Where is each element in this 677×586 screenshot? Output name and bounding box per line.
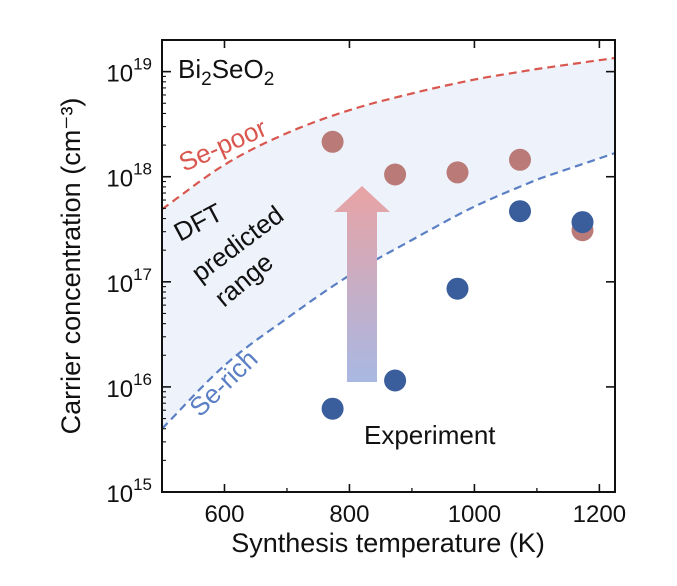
y-tick-label: 1016 xyxy=(106,370,152,403)
y-tick-label: 1015 xyxy=(106,475,152,508)
y-tick-exponent: 17 xyxy=(133,265,152,284)
y-tick-label: 1018 xyxy=(106,160,152,193)
title-mid: SeO xyxy=(212,54,264,84)
plot-area xyxy=(162,56,615,430)
chart-title: Bi2SeO2 xyxy=(178,54,274,90)
y-tick-exponent: 15 xyxy=(133,475,152,494)
increase-arrow xyxy=(334,186,390,382)
x-tick-label: 600 xyxy=(204,501,244,528)
blue-data-point xyxy=(571,211,594,234)
red-data-point xyxy=(321,130,344,153)
y-tick-exponent: 19 xyxy=(133,55,152,74)
y-tick-exponent: 16 xyxy=(133,370,152,389)
se-rich-curve xyxy=(162,151,615,430)
y-tick-label: 1019 xyxy=(106,55,152,88)
x-tick-label: 1000 xyxy=(448,501,501,528)
y-tick-mantissa: 10 xyxy=(106,376,133,403)
blue-data-point xyxy=(384,369,407,392)
title-sub-1: 2 xyxy=(201,69,212,90)
y-tick-label: 1017 xyxy=(106,265,152,298)
x-tick-label: 800 xyxy=(329,501,369,528)
y-axis-title: Carrier concentration (cm⁻³) xyxy=(56,98,86,435)
red-data-point xyxy=(384,163,407,186)
plot-frame xyxy=(161,39,616,493)
blue-data-point xyxy=(321,397,344,420)
red-data-point xyxy=(446,161,469,184)
title-sub-2: 2 xyxy=(264,69,275,90)
y-tick-mantissa: 10 xyxy=(106,481,133,508)
y-tick-mantissa: 10 xyxy=(106,271,133,298)
dft-predicted-band xyxy=(162,57,615,429)
axis-ticks xyxy=(161,39,615,493)
y-tick-exponent: 18 xyxy=(133,160,152,179)
data-points xyxy=(321,130,594,420)
title-main: Bi xyxy=(178,54,201,84)
x-tick-label: 1200 xyxy=(573,501,626,528)
blue-data-point xyxy=(509,200,531,223)
y-tick-mantissa: 10 xyxy=(106,61,133,88)
y-tick-mantissa: 10 xyxy=(106,166,133,193)
blue-data-point xyxy=(446,277,469,300)
x-axis-title: Synthesis temperature (K) xyxy=(231,528,545,558)
red-data-point xyxy=(509,148,531,171)
se-poor-curve xyxy=(162,56,615,211)
experiment-label: Experiment xyxy=(364,420,496,450)
